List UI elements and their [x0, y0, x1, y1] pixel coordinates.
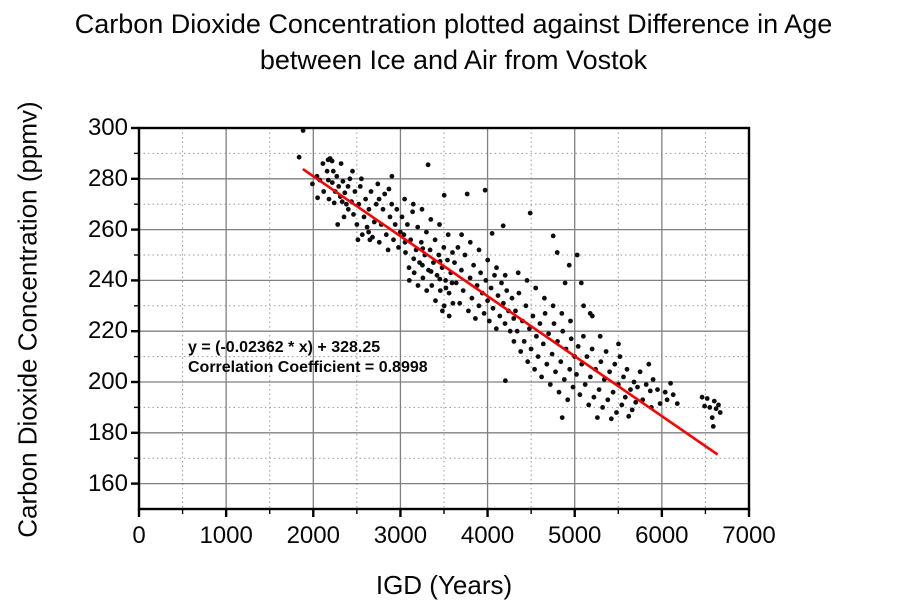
y-tick-label: 280 [87, 164, 128, 192]
y-tick-label: 180 [87, 418, 128, 446]
correlation-coefficient: Correlation Coefficient = 0.8998 [188, 359, 428, 376]
regression-line [302, 167, 719, 456]
regression-equation: y = (-0.02362 * x) + 328.25 [188, 339, 381, 356]
x-tick-label: 7000 [722, 522, 776, 549]
y-tick-label: 220 [87, 317, 128, 345]
y-tick-label: 300 [87, 114, 128, 141]
chart-title-line2: between Ice and Air from Vostok [259, 45, 648, 75]
y-tick-label: 240 [87, 266, 128, 294]
scatter-points [296, 128, 723, 429]
y-tick-label: 160 [87, 469, 128, 497]
regression-annotation: y = (-0.02362 * x) + 328.25 Correlation … [188, 338, 428, 378]
axis-tick-marks [131, 126, 751, 517]
x-tick-label: 5000 [548, 522, 602, 549]
x-tick-label: 0 [132, 522, 146, 549]
x-tick-label: 1000 [199, 522, 253, 549]
x-tick-label: 4000 [460, 522, 515, 549]
y-tick-label: 200 [87, 368, 128, 395]
x-tick-label: 2000 [286, 522, 340, 549]
x-axis-label: IGD (Years) [375, 570, 513, 600]
grid-major [139, 128, 749, 509]
x-tick-label: 3000 [373, 522, 428, 549]
y-tick-label: 260 [87, 215, 128, 243]
grid-minor [139, 128, 749, 509]
x-tick-label: 6000 [635, 522, 689, 549]
chart-title-line1: Carbon Dioxide Concentration plotted aga… [74, 9, 833, 39]
